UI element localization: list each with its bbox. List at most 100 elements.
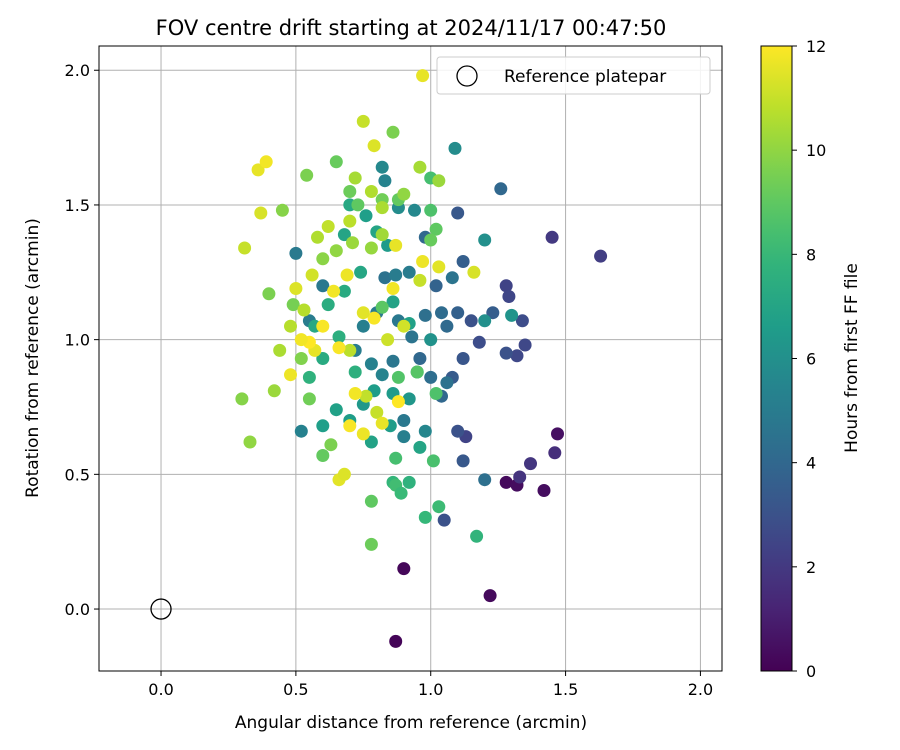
data-point — [267, 384, 281, 398]
x-ticks: 0.0 0.5 1.0 1.5 2.0 — [148, 671, 713, 699]
data-point — [510, 349, 524, 363]
data-point — [294, 424, 308, 438]
colorbar-tick-label: 6 — [806, 350, 816, 369]
data-point — [378, 271, 392, 285]
y-tick-label: 2.0 — [65, 61, 90, 80]
data-point — [321, 298, 335, 312]
y-tick-label: 1.5 — [65, 196, 90, 215]
data-point — [316, 319, 330, 333]
data-point — [518, 338, 532, 352]
data-point — [440, 376, 454, 390]
data-point — [478, 473, 492, 487]
data-point — [273, 343, 287, 357]
data-point — [375, 300, 389, 314]
grid-lines — [99, 46, 722, 671]
data-point — [394, 486, 408, 500]
data-point — [386, 295, 400, 309]
data-point — [346, 236, 359, 250]
data-point — [364, 357, 378, 371]
data-point — [594, 249, 608, 263]
data-point — [391, 395, 405, 409]
data-point — [364, 435, 378, 449]
y-tick-label: 0.5 — [65, 465, 90, 484]
data-point — [478, 233, 492, 247]
data-point — [537, 484, 551, 497]
colorbar-label: Hours from first FF file — [842, 263, 862, 453]
data-point — [418, 424, 432, 438]
data-point — [502, 290, 516, 303]
data-point — [397, 430, 411, 444]
data-point — [413, 160, 427, 174]
data-point — [348, 365, 362, 379]
data-point — [294, 352, 308, 365]
data-point — [316, 252, 330, 266]
data-point — [551, 427, 564, 441]
data-point — [435, 306, 448, 320]
data-point — [424, 233, 438, 247]
data-point — [424, 203, 438, 217]
data-point — [432, 174, 446, 188]
data-point — [259, 155, 273, 169]
data-point — [370, 405, 384, 419]
data-point — [337, 228, 351, 242]
data-point — [389, 451, 403, 465]
data-point — [359, 209, 373, 223]
data-point — [275, 203, 289, 217]
y-ticks: 0.0 0.5 1.0 1.5 2.0 — [65, 61, 99, 619]
data-point — [337, 467, 351, 481]
data-point — [356, 114, 370, 128]
data-point — [416, 255, 430, 268]
data-point — [448, 141, 462, 155]
data-point — [329, 155, 343, 169]
data-point — [375, 228, 389, 242]
data-point — [284, 368, 297, 382]
data-point — [397, 187, 411, 201]
colorbar-ticks: 0 2 4 6 8 10 12 — [792, 37, 826, 681]
data-point — [494, 182, 508, 196]
reference-marker — [150, 598, 172, 620]
data-point — [289, 246, 303, 260]
data-point — [254, 206, 268, 220]
data-point — [337, 284, 351, 298]
colorbar — [760, 45, 793, 672]
data-point — [456, 352, 470, 365]
x-tick-label: 0.5 — [283, 680, 308, 699]
data-point — [386, 125, 400, 139]
x-tick-label: 2.0 — [688, 680, 713, 699]
data-point — [348, 171, 362, 185]
data-point — [389, 238, 403, 252]
data-point — [408, 203, 421, 217]
data-point — [464, 314, 478, 328]
data-point — [391, 370, 405, 384]
data-point — [397, 562, 411, 576]
data-point — [413, 273, 427, 287]
colorbar-tick-label: 10 — [806, 141, 826, 160]
data-point — [375, 160, 389, 174]
data-point — [432, 500, 446, 514]
data-point — [524, 457, 537, 471]
data-point — [478, 314, 492, 328]
data-point — [418, 510, 432, 524]
data-point — [429, 279, 443, 293]
data-point — [284, 319, 297, 333]
data-point — [286, 298, 300, 312]
data-point — [451, 306, 465, 320]
data-point — [364, 494, 378, 508]
data-point — [367, 311, 381, 325]
y-axis-label: Rotation from reference (arcmin) — [23, 218, 43, 498]
data-point — [343, 419, 357, 433]
data-points — [235, 69, 608, 648]
data-point — [386, 282, 400, 295]
data-point — [445, 271, 459, 285]
data-point — [364, 241, 378, 255]
data-point — [426, 454, 440, 468]
data-point — [410, 365, 424, 379]
data-point — [367, 139, 381, 153]
data-point — [321, 220, 335, 233]
data-point — [316, 279, 330, 293]
colorbar-tick-label: 8 — [806, 245, 816, 264]
data-point — [499, 346, 513, 360]
x-tick-label: 0.0 — [148, 680, 173, 699]
data-point — [389, 634, 403, 648]
data-point — [470, 529, 484, 543]
